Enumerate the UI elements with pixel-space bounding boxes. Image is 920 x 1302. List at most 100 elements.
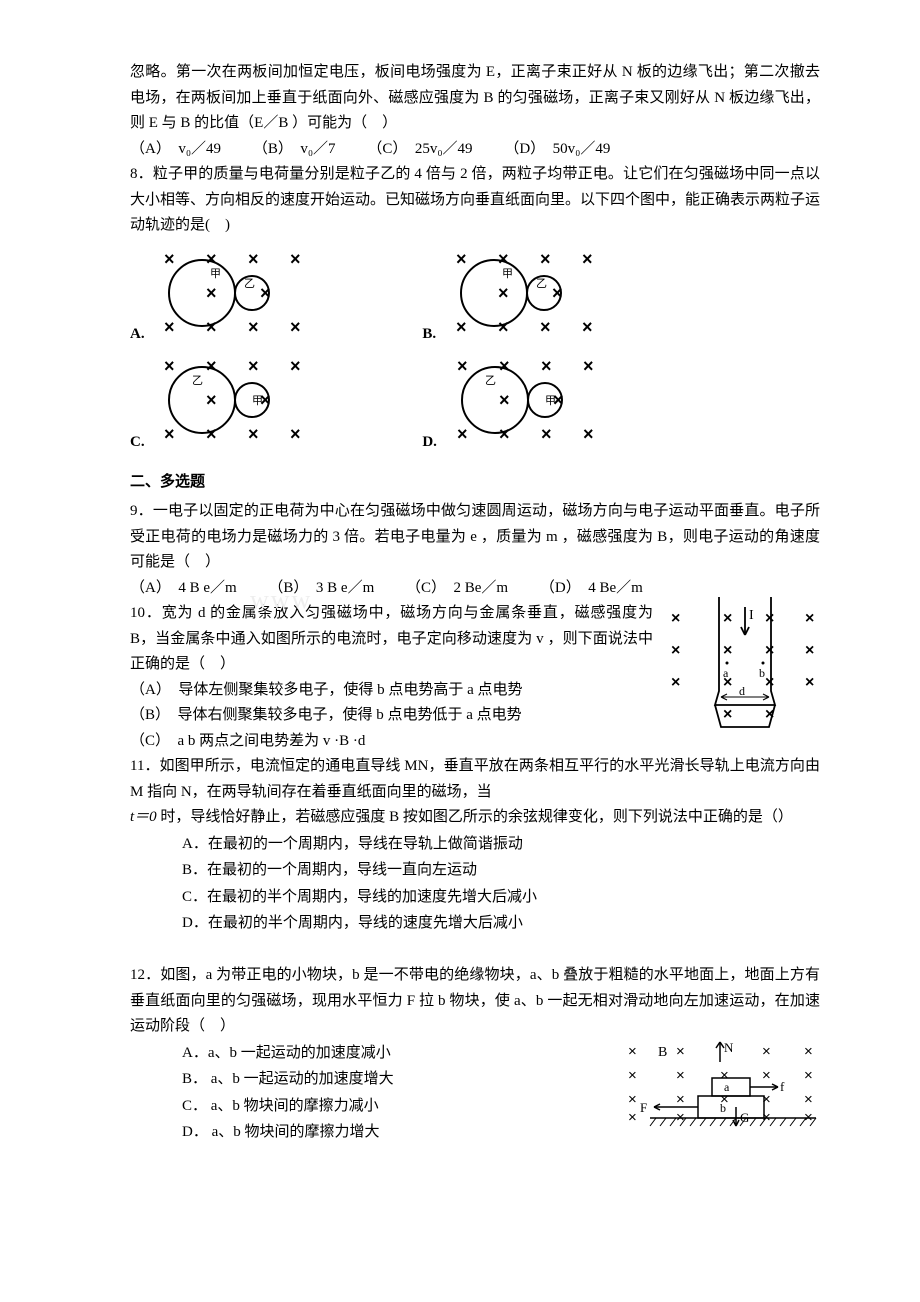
svg-text:×: × — [248, 356, 259, 376]
svg-text:×: × — [676, 1043, 685, 1060]
svg-text:a: a — [723, 666, 729, 680]
q7-opt-a: （A） v₀／49 — [130, 141, 221, 157]
svg-text:×: × — [540, 249, 551, 269]
q7-intro: 忽略。第一次在两板间加恒定电压，板间电场强度为 E，正离子束正好从 N 板的边缘… — [130, 60, 820, 137]
svg-text:I: I — [749, 608, 754, 623]
svg-text:×: × — [541, 356, 552, 376]
svg-text:d: d — [739, 684, 745, 698]
q7-opt-c: （C） 25v₀／49 — [367, 141, 472, 157]
q12-opt-c: C． a、b 物块间的摩擦力减小 — [130, 1094, 612, 1120]
svg-text:×: × — [628, 1109, 637, 1126]
q11-t0: t＝0 — [130, 809, 157, 825]
svg-text:×: × — [206, 283, 217, 303]
svg-text:×: × — [804, 1091, 813, 1108]
svg-text:甲: 甲 — [502, 268, 513, 280]
q8-fig-c-label: C. — [130, 430, 145, 456]
q8-fig-a-svg: ×××× ×××× ×× 甲 乙 — [152, 247, 312, 339]
svg-text:×: × — [248, 424, 259, 444]
q12-figure: ×××× ××××× ××××× ×××× B N a b F f — [620, 1038, 820, 1146]
svg-text:×: × — [457, 424, 468, 444]
svg-text:×: × — [804, 1043, 813, 1060]
svg-text:×: × — [583, 424, 594, 444]
svg-text:×: × — [164, 317, 175, 337]
svg-text:×: × — [206, 424, 217, 444]
svg-text:甲: 甲 — [545, 395, 556, 407]
q9-opt-b: （B） 3 B e／m — [268, 580, 374, 596]
svg-text:乙: 乙 — [244, 277, 255, 290]
q8-figures: A. ×××× ×××× ×× 甲 乙 C. ×××× ×××× ×× — [130, 247, 820, 462]
q12-opt-b: B． a、b 一起运动的加速度增大 — [130, 1067, 612, 1093]
q11-head: 11．如图甲所示，电流恒定的通电直导线 MN，垂直平放在两条相互平行的水平光滑长… — [130, 754, 820, 805]
q12-options: A．a、b 一起运动的加速度减小 B． a、b 一起运动的加速度增大 C． a、… — [130, 1040, 612, 1147]
svg-text:b: b — [720, 1101, 726, 1115]
svg-text:×: × — [671, 610, 680, 627]
svg-text:×: × — [671, 674, 680, 691]
q9-opt-d: （D） 4 Be／m — [540, 580, 643, 596]
q8-fig-d: D. ×××× ×××× ×× 乙 甲 — [422, 354, 604, 456]
q8-fig-b-label: B. — [422, 322, 436, 348]
svg-text:甲: 甲 — [210, 268, 221, 280]
q11-opt-c: C．在最初的半个周期内，导线的加速度先增大后减小 — [130, 885, 820, 911]
svg-text:乙: 乙 — [536, 277, 547, 290]
section-2-heading: 二、多选题 — [130, 470, 820, 496]
svg-text:f: f — [780, 1079, 785, 1094]
svg-text:×: × — [541, 424, 552, 444]
svg-text:×: × — [676, 1091, 685, 1108]
svg-text:×: × — [676, 1067, 685, 1084]
svg-text:×: × — [499, 390, 510, 410]
svg-text:×: × — [164, 356, 175, 376]
svg-text:b: b — [759, 666, 765, 680]
svg-text:B: B — [658, 1045, 667, 1060]
svg-text:×: × — [290, 424, 301, 444]
q8-fig-a: A. ×××× ×××× ×× 甲 乙 — [130, 247, 312, 349]
svg-text:×: × — [671, 642, 680, 659]
svg-text:×: × — [164, 424, 175, 444]
q9-opt-a: （A） 4 B e／m — [130, 580, 237, 596]
q9-text: 9．一电子以固定的正电荷为中心在匀强磁场中做匀速圆周运动，磁场方向与电子运动平面… — [130, 499, 820, 576]
svg-text:×: × — [805, 642, 814, 659]
svg-text:×: × — [762, 1067, 771, 1084]
q11-options: A．在最初的一个周期内，导线在导轨上做简谐振动 B．在最初的一个周期内，导线一直… — [130, 832, 820, 937]
svg-text:×: × — [456, 317, 467, 337]
svg-text:×: × — [628, 1043, 637, 1060]
q11-tail: 时，导线恰好静止，若磁感应强度 B 按如图乙所示的余弦规律变化，则下列说法中正确… — [160, 809, 793, 825]
svg-text:×: × — [206, 356, 217, 376]
svg-text:×: × — [206, 390, 217, 410]
svg-text:×: × — [723, 642, 732, 659]
svg-text:a: a — [724, 1080, 730, 1094]
svg-text:×: × — [206, 317, 217, 337]
svg-text:×: × — [540, 317, 551, 337]
svg-text:×: × — [290, 317, 301, 337]
q8-fig-c-svg: ×××× ×××× ×× 乙 甲 — [152, 354, 312, 446]
q11-opt-d: D．在最初的半个周期内，导线的速度先增大后减小 — [130, 911, 820, 937]
svg-text:×: × — [582, 249, 593, 269]
svg-text:×: × — [498, 317, 509, 337]
q11-line2: t＝0 时，导线恰好静止，若磁感应强度 B 按如图乙所示的余弦规律变化，则下列说… — [130, 805, 820, 831]
svg-text:×: × — [762, 1043, 771, 1060]
q7-opt-b: （B） v₀／7 — [253, 141, 336, 157]
svg-text:×: × — [582, 317, 593, 337]
q8-fig-b: B. ×××× ×××× ×× 甲 乙 — [422, 247, 604, 349]
svg-text:×: × — [456, 249, 467, 269]
svg-text:×: × — [498, 283, 509, 303]
q10-fig-svg: ×× ×× ×× ×× ×× ×× ×× I a b d — [665, 597, 820, 742]
svg-text:乙: 乙 — [192, 374, 203, 387]
q12-head: 12．如图，a 为带正电的小物块，b 是一不带电的绝缘物块，a、b 叠放于粗糙的… — [130, 963, 820, 1040]
svg-text:×: × — [628, 1067, 637, 1084]
svg-text:×: × — [628, 1091, 637, 1108]
svg-text:×: × — [765, 610, 774, 627]
svg-text:F: F — [640, 1100, 647, 1115]
q12-row: A．a、b 一起运动的加速度减小 B． a、b 一起运动的加速度增大 C． a、… — [130, 1040, 820, 1147]
q7-opt-d: （D） 50v₀／49 — [504, 141, 610, 157]
svg-text:×: × — [290, 249, 301, 269]
svg-text:×: × — [804, 1067, 813, 1084]
q10-figure: ×× ×× ×× ×× ×× ×× ×× I a b d — [665, 597, 820, 752]
svg-text:×: × — [457, 356, 468, 376]
q10-block: ×× ×× ×× ×× ×× ×× ×× I a b d 10．宽为 d 的金属… — [130, 601, 820, 754]
q11-opt-b: B．在最初的一个周期内，导线一直向左运动 — [130, 858, 820, 884]
q11-opt-a: A．在最初的一个周期内，导线在导轨上做简谐振动 — [130, 832, 820, 858]
q12-fig-svg: ×××× ××××× ××××× ×××× B N a b F f — [620, 1038, 820, 1136]
svg-text:×: × — [206, 249, 217, 269]
q8-fig-c: C. ×××× ×××× ×× 乙 甲 — [130, 354, 312, 456]
svg-text:×: × — [765, 642, 774, 659]
